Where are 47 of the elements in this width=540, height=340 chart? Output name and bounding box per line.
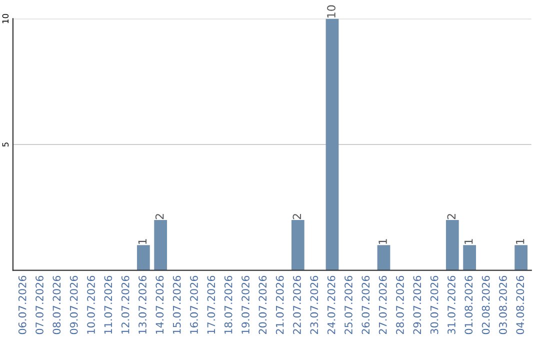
y-tick-label: 5: [2, 142, 9, 147]
data-label: 1: [516, 239, 524, 244]
x-tick-label: 03.08.2026: [499, 276, 507, 334]
x-tick-label: 21.07.2026: [276, 276, 284, 334]
bar: [291, 220, 304, 270]
x-tick-label: 02.08.2026: [482, 276, 490, 334]
x-tick-label: 18.07.2026: [224, 276, 232, 334]
x-tick-label: 12.07.2026: [121, 276, 130, 334]
x-tick-label: 09.07.2026: [70, 276, 78, 334]
bar: [377, 245, 390, 270]
x-tick-label: 19.07.2026: [242, 276, 250, 334]
x-tick-label: 29.07.2026: [413, 276, 422, 334]
x-tick-label: 27.07.2026: [378, 276, 387, 334]
x-tick-label: 01.08.2026: [464, 276, 473, 334]
x-tick-label: 10.07.2026: [87, 276, 95, 334]
x-tick-label: 13.07.2026: [138, 276, 146, 334]
x-tick-label: 25.07.2026: [344, 276, 352, 334]
x-tick-label: 04.08.2026: [516, 276, 524, 334]
x-tick-label: 14.07.2026: [156, 276, 164, 334]
x-tick-label: 22.07.2026: [293, 276, 301, 334]
data-label: 1: [464, 239, 473, 244]
x-tick-label: 17.07.2026: [207, 276, 216, 334]
x-tick-label: 20.07.2026: [258, 276, 267, 334]
x-tick-label: 28.07.2026: [396, 276, 404, 334]
data-label: 1: [138, 239, 146, 244]
bar: [326, 18, 339, 270]
x-tick-label: 06.07.2026: [18, 276, 26, 334]
bar: [463, 245, 476, 270]
bar: [154, 220, 168, 270]
x-tick-label: 08.07.2026: [52, 276, 61, 334]
x-tick-label: 16.07.2026: [190, 276, 198, 334]
x-tick-label: 24.07.2026: [327, 276, 336, 334]
x-tick-label: 15.07.2026: [172, 276, 181, 334]
data-label: 1: [378, 239, 387, 244]
x-tick-label: 11.07.2026: [104, 276, 112, 334]
data-label: 2: [447, 214, 456, 220]
x-tick-label: 30.07.2026: [430, 276, 438, 334]
x-tick-label: 23.07.2026: [310, 276, 318, 334]
bar: [136, 245, 150, 270]
data-label: 10: [327, 5, 336, 18]
bar: [446, 220, 459, 270]
data-label: 2: [155, 214, 164, 220]
data-label: 2: [292, 214, 301, 220]
x-tick-label: 26.07.2026: [362, 276, 370, 334]
bar: [514, 245, 528, 270]
x-tick-label: 07.07.2026: [36, 276, 44, 334]
x-tick-label: 31.07.2026: [448, 276, 456, 334]
